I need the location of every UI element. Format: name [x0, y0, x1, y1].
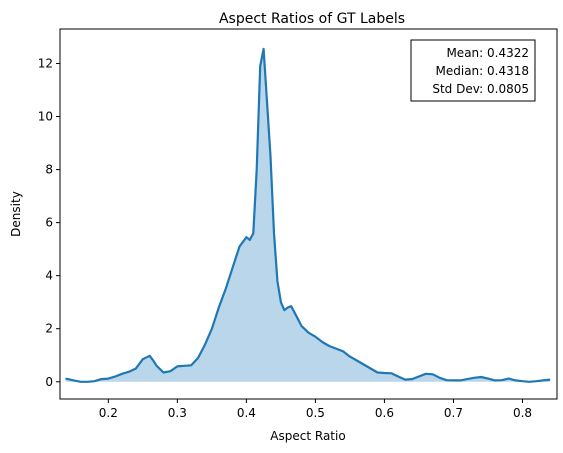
x-tick-label: 0.6: [375, 406, 394, 420]
x-tick-label: 0.4: [237, 406, 256, 420]
axes-frame: [59, 28, 558, 400]
x-tick-label: 0.7: [444, 406, 463, 420]
y-tick-label: 12: [38, 56, 53, 70]
x-axis-label: Aspect Ratio: [270, 429, 345, 443]
density-line: [65, 47, 551, 383]
y-tick-label: 10: [38, 110, 53, 124]
y-axis: 0 2 4 6 8 10 12: [38, 56, 60, 389]
x-tick-label: 0.5: [306, 406, 325, 420]
plot-area: [65, 47, 551, 383]
stats-box: Mean: 0.4322 Median: 0.4318 Std Dev: 0.0…: [410, 39, 536, 102]
x-tick-label: 0.2: [99, 406, 118, 420]
stats-box-frame: [410, 39, 536, 102]
stats-std-dev: Std Dev: 0.0805: [432, 82, 529, 96]
x-tick-label: 0.8: [513, 406, 532, 420]
y-axis-label: Density: [9, 191, 23, 237]
y-tick-label: 8: [45, 163, 53, 177]
y-tick-label: 6: [45, 216, 53, 230]
stats-median: Median: 0.4318: [436, 64, 530, 78]
y-tick-label: 0: [45, 375, 53, 389]
chart-title: Aspect Ratios of GT Labels: [219, 11, 405, 27]
x-axis: 0.2 0.3 0.4 0.5 0.6 0.7 0.8: [99, 399, 532, 420]
x-tick-label: 0.3: [168, 406, 187, 420]
stats-mean: Mean: 0.4322: [446, 46, 529, 60]
y-tick-label: 4: [45, 269, 53, 283]
y-tick-label: 2: [45, 322, 53, 336]
